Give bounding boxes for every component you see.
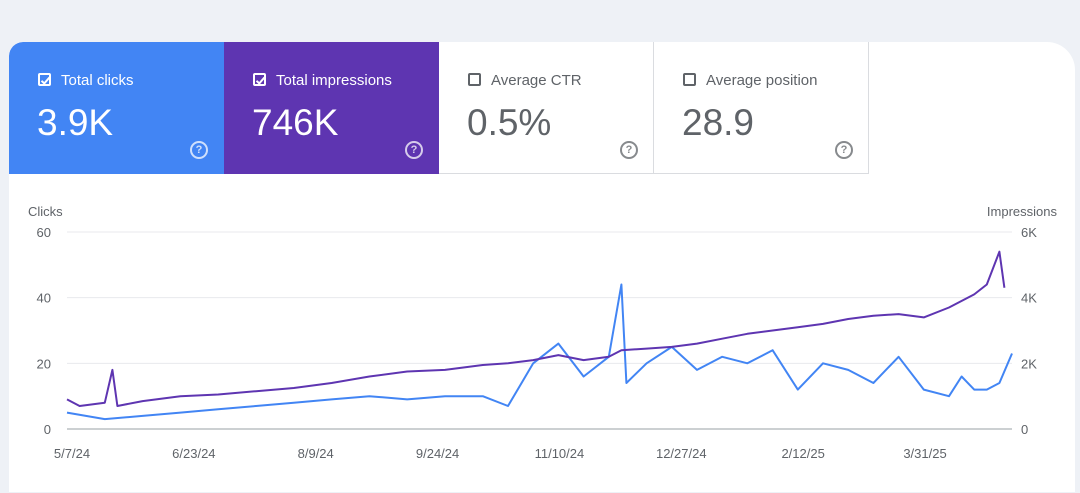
right-axis-tick: 6K bbox=[1021, 225, 1037, 240]
x-axis-tick: 5/7/24 bbox=[54, 446, 90, 461]
performance-chart[interactable]: Clicks Impressions 0 0 20 2K 40 4K 60 6K 5/7/24 6… bbox=[9, 42, 1075, 492]
metric-total-impressions[interactable]: Total impressions 746K ? bbox=[224, 42, 439, 174]
right-axis-tick: 2K bbox=[1021, 356, 1037, 371]
help-icon[interactable]: ? bbox=[190, 141, 208, 159]
performance-card: Total clicks 3.9K ? Total impressions 74… bbox=[9, 42, 1075, 492]
clicks-series-line bbox=[66, 283, 1013, 421]
right-axis-tick: 0 bbox=[1021, 422, 1028, 437]
metric-average-ctr[interactable]: Average CTR 0.5% ? bbox=[439, 42, 654, 174]
metric-label: Total impressions bbox=[276, 72, 392, 89]
left-axis-tick: 60 bbox=[37, 225, 51, 240]
x-axis-tick: 8/9/24 bbox=[298, 446, 334, 461]
x-axis-tick: 12/27/24 bbox=[656, 446, 707, 461]
help-icon[interactable]: ? bbox=[405, 141, 423, 159]
checkbox-unchecked-icon[interactable] bbox=[683, 73, 696, 86]
metric-value: 746K bbox=[252, 102, 339, 143]
impressions-series-line bbox=[66, 250, 1006, 407]
help-icon[interactable]: ? bbox=[835, 141, 853, 159]
metric-average-position[interactable]: Average position 28.9 ? bbox=[654, 42, 869, 174]
x-axis-tick: 9/24/24 bbox=[416, 446, 459, 461]
metric-value: 0.5% bbox=[467, 102, 552, 143]
right-axis-tick: 4K bbox=[1021, 291, 1037, 306]
metric-label: Total clicks bbox=[61, 72, 134, 89]
left-axis-label: Clicks bbox=[28, 204, 63, 219]
x-axis-tick: 2/12/25 bbox=[781, 446, 824, 461]
x-axis-tick: 6/23/24 bbox=[172, 446, 215, 461]
checkbox-unchecked-icon[interactable] bbox=[468, 73, 481, 86]
left-axis-tick: 20 bbox=[37, 356, 51, 371]
checkbox-checked-icon[interactable] bbox=[38, 73, 51, 86]
metric-label: Average CTR bbox=[491, 72, 582, 89]
left-axis-tick: 0 bbox=[44, 422, 51, 437]
right-axis-label: Impressions bbox=[987, 204, 1058, 219]
metric-total-clicks[interactable]: Total clicks 3.9K ? bbox=[9, 42, 224, 174]
left-axis-tick: 40 bbox=[37, 291, 51, 306]
metric-label: Average position bbox=[706, 72, 818, 89]
metric-value: 28.9 bbox=[682, 102, 755, 143]
x-axis-tick: 11/10/24 bbox=[535, 446, 585, 461]
metric-value: 3.9K bbox=[37, 102, 114, 143]
checkbox-checked-icon[interactable] bbox=[253, 73, 266, 86]
metric-tiles: Total clicks 3.9K ? Total impressions 74… bbox=[9, 42, 869, 174]
x-axis-tick: 3/31/25 bbox=[903, 446, 946, 461]
help-icon[interactable]: ? bbox=[620, 141, 638, 159]
